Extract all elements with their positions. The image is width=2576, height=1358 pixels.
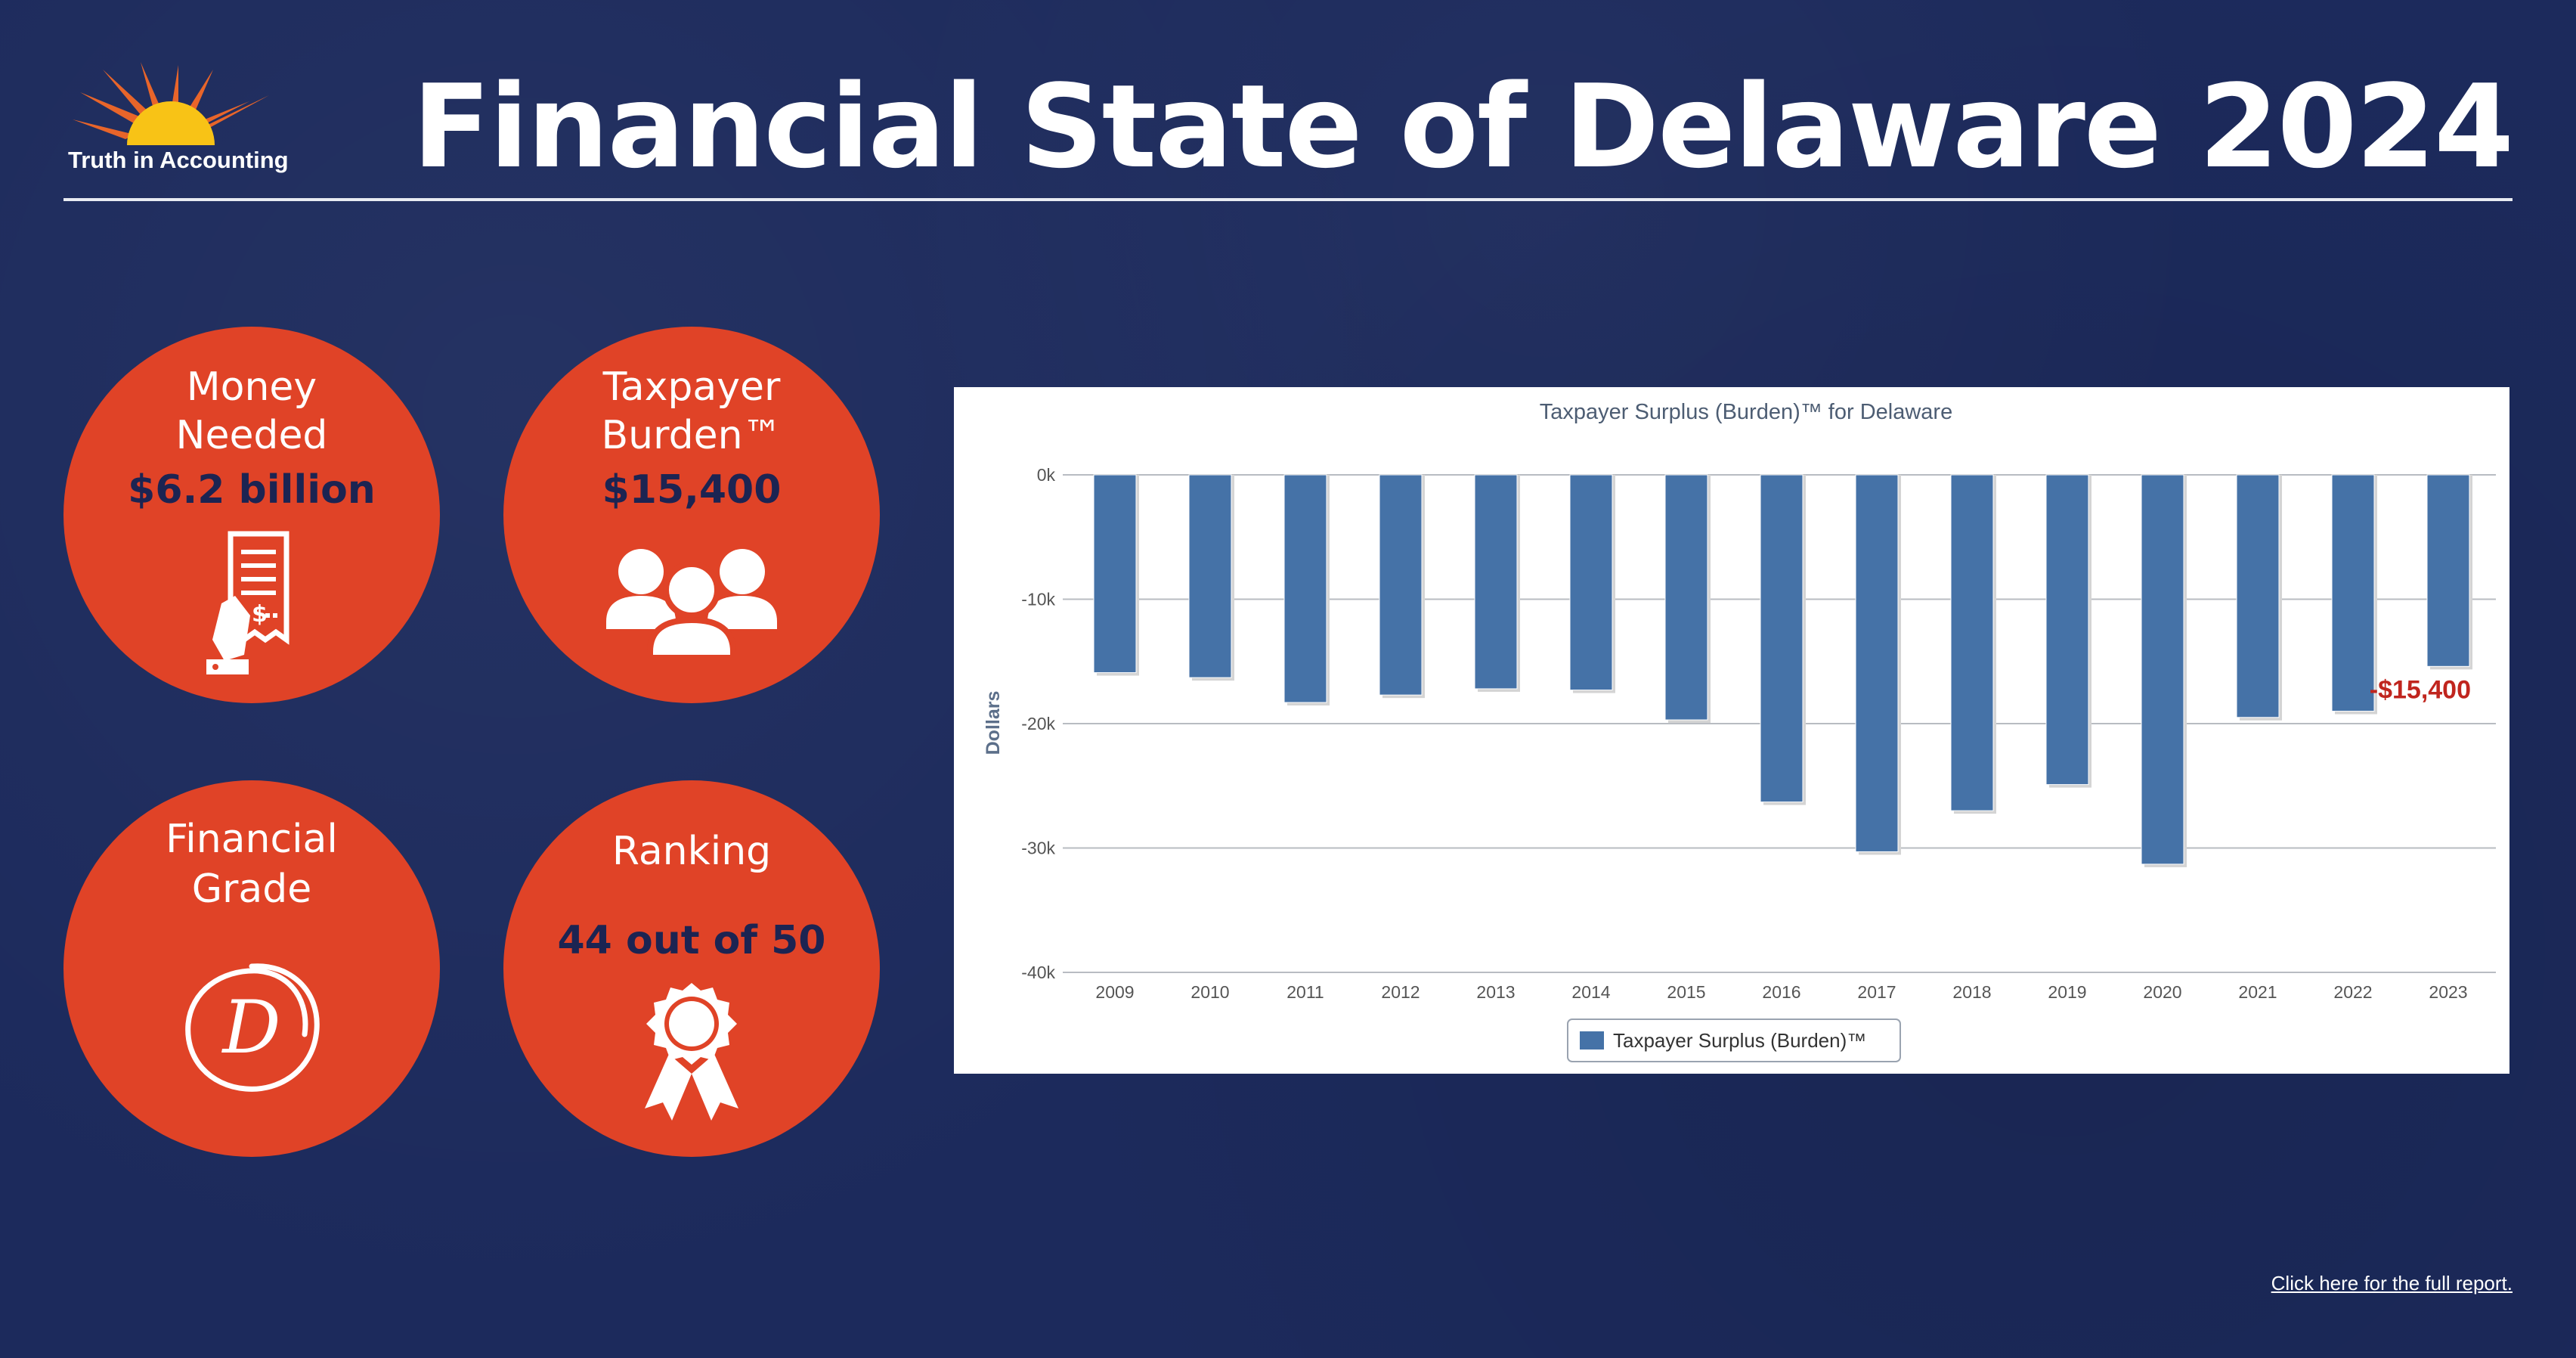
bar-2018[interactable]: [1950, 474, 1994, 811]
bar-2012[interactable]: [1379, 474, 1423, 696]
legend-label: Taxpayer Surplus (Burden)™: [1613, 1029, 1866, 1052]
money-needed-label-1: Money: [186, 364, 317, 410]
money-needed-label-2: Needed: [175, 413, 328, 458]
money-needed-value: $6.2 billion: [128, 467, 376, 513]
bar-2015[interactable]: [1664, 474, 1708, 721]
bar-2016[interactable]: [1760, 474, 1804, 803]
chart-title: Taxpayer Surplus (Burden)™ for Delaware: [1540, 400, 1952, 424]
chart-legend[interactable]: Taxpayer Surplus (Burden)™: [1567, 1018, 1901, 1062]
x-tick-label: 2009: [1095, 982, 1134, 1002]
bar-2019[interactable]: [2045, 474, 2089, 786]
title-divider: [63, 198, 2513, 201]
bar-2020[interactable]: [2141, 474, 2184, 865]
taxpayer-burden-value: $15,400: [602, 467, 782, 513]
y-tick-label: -20k: [1021, 714, 1055, 733]
taxpayer-burden-label-2: Burden™: [601, 413, 782, 458]
x-tick-label: 2016: [1762, 982, 1800, 1002]
value-callout: -$15,400: [2370, 675, 2471, 704]
x-tick-label: 2021: [2238, 982, 2277, 1002]
x-tick-label: 2013: [1476, 982, 1515, 1002]
y-tick-label: -30k: [1021, 839, 1055, 858]
y-tick-label: -40k: [1021, 963, 1055, 982]
bar-2022[interactable]: [2331, 474, 2375, 712]
taxpayer-burden-chart: Taxpayer Surplus (Burden)™ for Delaware …: [954, 387, 2509, 1074]
page-title: Financial State of Delaware 2024: [412, 60, 2514, 194]
y-tick-label: 0k: [1037, 465, 1056, 485]
financial-grade-label-2: Grade: [191, 867, 312, 912]
receipt-hand-icon: $: [206, 531, 289, 674]
taxpayer-burden-card: Taxpayer Burden™ $15,400: [503, 327, 880, 703]
bar-2023[interactable]: [2426, 474, 2470, 667]
x-tick-label: 2017: [1857, 982, 1896, 1002]
ranking-value: 44 out of 50: [557, 918, 826, 963]
x-tick-label: 2019: [2048, 982, 2086, 1002]
money-needed-card: Money Needed $6.2 billion $: [63, 327, 440, 703]
x-tick-label: 2012: [1381, 982, 1420, 1002]
legend-box: [1567, 1018, 1901, 1062]
x-tick-label: 2018: [1952, 982, 1991, 1002]
y-axis-label: Dollars: [983, 691, 1004, 755]
x-tick-label: 2022: [2333, 982, 2372, 1002]
award-ribbon-icon: [645, 983, 738, 1121]
svg-text:$: $: [252, 601, 268, 628]
x-tick-label: 2010: [1190, 982, 1229, 1002]
grade-letter: D: [221, 985, 281, 1070]
people-group-icon: [606, 549, 777, 659]
taxpayer-burden-label-1: Taxpayer: [602, 364, 781, 410]
x-tick-label: 2015: [1667, 982, 1705, 1002]
grade-circle-icon: D: [185, 963, 320, 1092]
ranking-card: Ranking 44 out of 50: [503, 780, 880, 1157]
bar-2014[interactable]: [1569, 474, 1613, 691]
x-tick-label: 2011: [1286, 982, 1324, 1002]
brand-logo: Truth in Accounting: [65, 62, 307, 183]
bar-2017[interactable]: [1855, 474, 1899, 852]
bar-2011[interactable]: [1283, 474, 1327, 703]
x-tick-label: 2014: [1571, 982, 1610, 1002]
financial-grade-card: Financial Grade D: [63, 780, 440, 1157]
bar-2009[interactable]: [1093, 474, 1137, 674]
x-tick-label: 2020: [2143, 982, 2181, 1002]
ranking-label: Ranking: [611, 829, 772, 874]
chart-canvas: Taxpayer Surplus (Burden)™ for Delaware …: [983, 400, 2496, 1062]
legend-swatch: [1580, 1031, 1604, 1050]
x-tick-label: 2023: [2429, 982, 2467, 1002]
y-tick-label: -10k: [1021, 590, 1055, 609]
financial-grade-label-1: Financial: [166, 817, 338, 862]
full-report-link[interactable]: Click here for the full report.: [2271, 1272, 2513, 1294]
sun-icon: [73, 62, 269, 145]
bar-2013[interactable]: [1474, 474, 1518, 690]
bar-2010[interactable]: [1188, 474, 1232, 678]
brand-name: Truth in Accounting: [68, 147, 289, 173]
bar-2021[interactable]: [2236, 474, 2280, 718]
